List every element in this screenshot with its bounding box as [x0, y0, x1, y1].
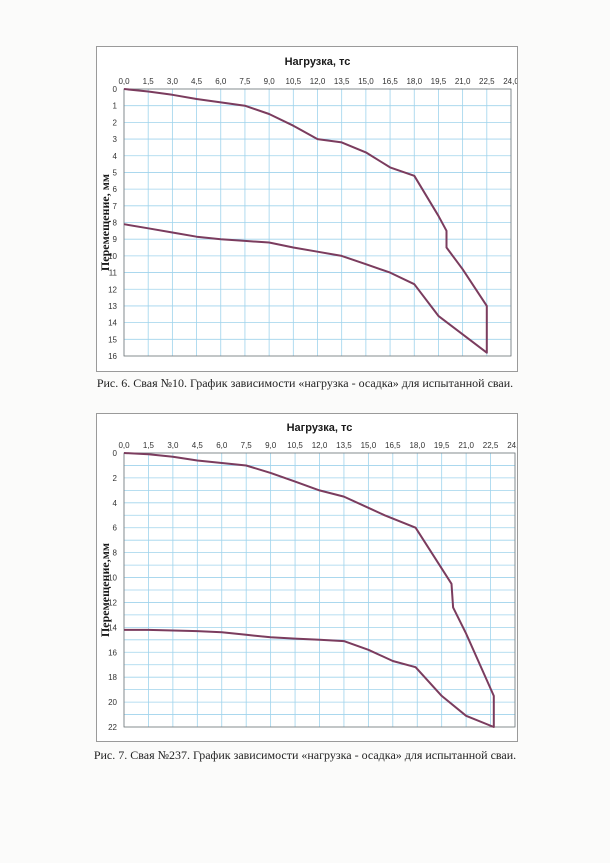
chart-1: Нагрузка, тс 0,0 1,5 3,0 4,5 6,0 7,5 9,0 10,5 12,… — [96, 46, 518, 372]
y-tick-label: 22 — [108, 723, 117, 732]
x-tick-label: 16,5 — [385, 441, 401, 450]
x-tick-label: 7,5 — [241, 441, 253, 450]
plot-area — [123, 452, 516, 728]
y-tick-label: 15 — [108, 335, 117, 344]
x-tick-label: 1,5 — [143, 77, 155, 86]
y-tick-label: 16 — [108, 648, 117, 657]
x-tick-label: 19,5 — [434, 441, 450, 450]
y-tick-label: 0 — [113, 85, 118, 94]
x-tick-label: 4,5 — [191, 77, 203, 86]
x-tick-label: 12,0 — [310, 77, 326, 86]
x-tick-label: 6,0 — [216, 441, 228, 450]
x-tick-label: 24,0 — [507, 441, 517, 450]
y-tick-label: 6 — [113, 524, 118, 533]
y-tick-label: 16 — [108, 352, 117, 361]
x-tick-label: 0,0 — [118, 77, 130, 86]
load-settlement-curve — [123, 452, 495, 728]
chart-2-svg: Нагрузка, тс 0,0 1,5 3,0 4,5 6,0 7,5 9,0 10,5 12,… — [98, 422, 517, 732]
y-axis-label: Перемещение, мм — [98, 174, 112, 271]
y-tick-label: 10 — [108, 574, 117, 583]
figure-7-caption: Рис. 7. Свая №237. График зависимости «н… — [93, 748, 517, 762]
load-settlement-curve — [123, 88, 488, 354]
figure-6-caption: Рис. 6. Свая №10. График зависимости «на… — [96, 376, 514, 390]
chart-title: Нагрузка, тс — [285, 56, 351, 68]
x-tick-label: 3,0 — [167, 441, 179, 450]
x-tick-label: 9,0 — [265, 441, 277, 450]
x-tick-label: 15,0 — [358, 77, 374, 86]
x-tick-label: 21,0 — [455, 77, 471, 86]
y-tick-label: 13 — [108, 302, 117, 311]
x-tick-label: 4,5 — [192, 441, 204, 450]
y-tick-label: 10 — [108, 252, 117, 261]
x-tick-label: 6,0 — [215, 77, 227, 86]
y-tick-label: 12 — [108, 598, 117, 607]
x-tick-label: 10,5 — [287, 441, 303, 450]
y-tick-label: 7 — [113, 202, 118, 211]
y-tick-label: 4 — [113, 499, 118, 508]
x-tick-label: 13,5 — [336, 441, 352, 450]
y-tick-label: 18 — [108, 673, 117, 682]
x-tick-label: 22,5 — [483, 441, 499, 450]
chart-title: Нагрузка, тс — [287, 422, 353, 434]
chart-1-svg: Нагрузка, тс 0,0 1,5 3,0 4,5 6,0 7,5 9,0 10,5 12,… — [98, 56, 517, 361]
x-tick-label: 0,0 — [118, 441, 130, 450]
x-tick-label: 21,0 — [458, 441, 474, 450]
x-tick-label: 3,0 — [167, 77, 179, 86]
y-tick-label: 5 — [113, 168, 118, 177]
x-tick-label: 1,5 — [143, 441, 155, 450]
y-tick-label: 11 — [109, 269, 118, 278]
x-tick-label: 22,5 — [479, 77, 495, 86]
x-tick-label: 13,5 — [334, 77, 350, 86]
y-tick-label: 2 — [113, 474, 118, 483]
y-tick-label: 2 — [113, 118, 118, 127]
x-tick-label: 9,0 — [264, 77, 276, 86]
y-tick-label: 14 — [108, 623, 117, 632]
x-tick-label: 7,5 — [239, 77, 251, 86]
chart-2: Нагрузка, тс 0,0 1,5 3,0 4,5 6,0 7,5 9,0 10,5 12,… — [96, 413, 518, 742]
y-tick-label: 12 — [108, 285, 117, 294]
y-tick-label: 0 — [113, 449, 118, 458]
x-tick-label: 16,5 — [382, 77, 398, 86]
y-tick-label: 20 — [108, 698, 117, 707]
y-tick-label: 6 — [113, 185, 118, 194]
x-tick-label: 19,5 — [431, 77, 447, 86]
x-tick-label: 24,0 — [503, 77, 517, 86]
y-axis-label: Перемещение,мм — [98, 543, 112, 637]
y-tick-label: 3 — [113, 135, 118, 144]
y-tick-label: 1 — [113, 102, 118, 111]
y-tick-label: 8 — [113, 219, 118, 228]
plot-area — [123, 88, 512, 357]
y-tick-label: 14 — [108, 319, 117, 328]
y-tick-label: 8 — [113, 549, 118, 558]
x-tick-label: 18,0 — [406, 77, 422, 86]
y-tick-label: 4 — [113, 152, 118, 161]
y-tick-label: 9 — [113, 235, 118, 244]
x-tick-label: 12,0 — [312, 441, 328, 450]
x-tick-label: 15,0 — [361, 441, 377, 450]
x-tick-label: 10,5 — [286, 77, 302, 86]
x-tick-label: 18,0 — [409, 441, 425, 450]
